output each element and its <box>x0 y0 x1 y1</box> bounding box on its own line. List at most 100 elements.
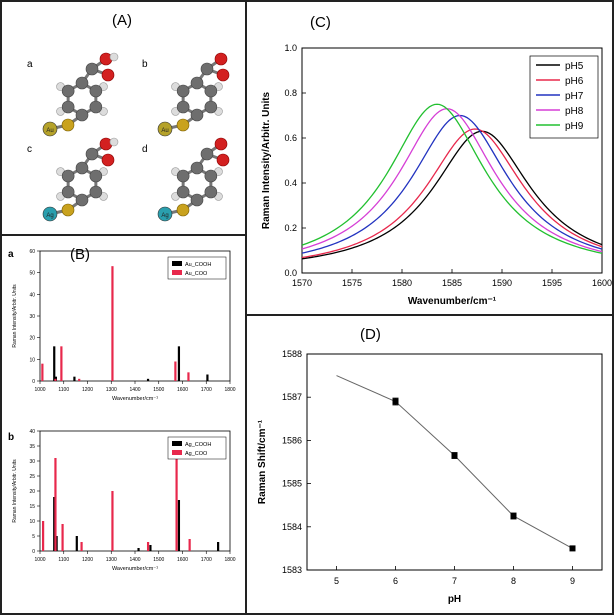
carbon-atom <box>85 62 99 76</box>
x-tick-label: 1100 <box>58 387 69 393</box>
data-point <box>392 398 399 405</box>
y-tick-label: 10 <box>29 519 35 525</box>
molecule-b: b Au <box>142 52 230 137</box>
x-tick-label: 8 <box>511 576 516 586</box>
trend-line <box>336 375 573 549</box>
x-tick-label: 1585 <box>442 278 462 288</box>
carbon-atom <box>89 100 103 114</box>
x-tick-label: 7 <box>452 576 457 586</box>
x-tick-label: 1400 <box>129 557 140 563</box>
x-tick-label: 1800 <box>224 387 235 393</box>
y-tick-label: 25 <box>29 474 35 480</box>
bar-chart-b: b 1000 1100 1200 1300 1400 1500 1600 1700 1800 0 5 1… <box>8 429 236 572</box>
raman-bar-charts: a 1000 1100 1200 1300 1400 1500 1600 1700 1800 0 10… <box>8 249 236 572</box>
panel-a: (A) a Au b Au c Ag d Ag <box>0 0 247 236</box>
x-tick-label: 1400 <box>129 387 140 393</box>
raman-spectra-chart: 1570 1575 1580 1585 1590 1595 1600 0.0 0.2 0.4 0.6… <box>261 43 612 307</box>
y-tick-label: 0.8 <box>284 88 297 98</box>
oxygen-atom <box>216 153 230 167</box>
x-tick-label: 1595 <box>542 278 562 288</box>
y-axis-label: Raman Shift/cm⁻¹ <box>257 419 268 504</box>
legend-entry: pH7 <box>565 91 584 102</box>
bar-Au_COOH <box>146 378 150 381</box>
metal-atom <box>42 121 58 137</box>
bar-Ag_COOH <box>75 536 78 551</box>
bar-Ag_COO <box>42 521 45 551</box>
metal-symbol: Ag <box>46 213 53 219</box>
panel-b: (B) a 1000 1100 1200 1300 1400 1500 1600 1700 180… <box>0 234 247 615</box>
x-tick-label: 1700 <box>201 557 212 563</box>
x-axis-label: Wavenumber/cm⁻¹ <box>112 566 158 572</box>
carbon-atom <box>89 84 103 98</box>
y-axis-label: Raman Intensity/Arbitr. Units <box>12 459 18 523</box>
x-tick-label: 1500 <box>153 557 164 563</box>
x-tick-label: 1700 <box>201 387 212 393</box>
legend-entry: Au_COOH <box>185 262 211 268</box>
bar-Ag_COO <box>146 542 150 551</box>
bar-Ag_COO <box>111 491 114 551</box>
bar-Ag_COOH <box>53 497 56 551</box>
data-point <box>569 545 576 552</box>
x-tick-label: 1200 <box>82 387 93 393</box>
molecule-label-b: b <box>142 59 148 70</box>
y-axis-label: Raman Intensity/Arbitr. Units <box>261 91 272 229</box>
x-tick-label: 1000 <box>34 387 45 393</box>
x-tick-label: 1580 <box>392 278 412 288</box>
molecule-c: c Ag <box>27 137 119 222</box>
x-axis-label: pH <box>448 594 461 605</box>
y-tick-label: 1588 <box>282 349 302 359</box>
carbon-atom <box>200 147 214 161</box>
spectrum-pH7 <box>301 114 603 254</box>
y-tick-label: 20 <box>29 336 35 342</box>
legend-box <box>167 436 227 460</box>
sulfur-atom <box>176 118 190 132</box>
legend-entry: pH6 <box>565 76 584 87</box>
oxygen-atom <box>101 68 115 82</box>
x-tick-label: 1575 <box>342 278 362 288</box>
bar-Au_COO <box>187 372 190 381</box>
legend-swatch <box>172 261 182 266</box>
carbon-atom <box>75 76 89 90</box>
metal-atom <box>157 121 173 137</box>
sulfur-atom <box>61 118 75 132</box>
y-tick-label: 15 <box>29 504 35 510</box>
chart-letter: b <box>8 432 14 443</box>
bar-Ag_COOH <box>149 545 152 551</box>
x-tick-label: 1600 <box>592 278 612 288</box>
y-tick-label: 0 <box>32 379 35 385</box>
bar-Ag_COO <box>80 542 83 551</box>
y-tick-label: 0.0 <box>284 268 297 278</box>
carbon-atom <box>190 193 204 207</box>
legend-entry: pH8 <box>565 106 584 117</box>
y-tick-label: 30 <box>29 314 35 320</box>
y-tick-label: 0.4 <box>284 178 297 188</box>
raman-shift-chart: 5 6 7 8 9 1583 1584 1585 1586 1587 1588 pH Raman Shi… <box>257 349 603 605</box>
molecule-label-a: a <box>27 59 33 70</box>
plot-frame <box>306 353 603 571</box>
metal-symbol: Au <box>46 128 53 134</box>
bar-Au_COOH <box>53 346 56 381</box>
carbon-atom <box>75 193 89 207</box>
bar-Ag_COOH <box>55 536 58 551</box>
y-tick-label: 5 <box>32 534 35 540</box>
carbon-atom <box>190 76 204 90</box>
legend-swatch <box>172 441 182 446</box>
y-axis-label: Raman Intensity/Arbitr. Units <box>12 284 18 348</box>
bar-Au_COO <box>54 378 57 381</box>
legend-box <box>167 256 227 280</box>
x-tick-label: 1300 <box>106 387 117 393</box>
bar-Au_COO <box>111 266 114 381</box>
legend-entry: pH5 <box>565 61 584 72</box>
x-tick-label: 1800 <box>224 557 235 563</box>
hydrogen-atom <box>109 52 119 62</box>
legend-entry: Au_COO <box>185 271 208 277</box>
spectrum-pH6 <box>301 128 603 259</box>
y-tick-label: 1584 <box>282 522 302 532</box>
y-tick-label: 1587 <box>282 392 302 402</box>
y-tick-label: 1586 <box>282 435 302 445</box>
metal-atom <box>157 206 173 222</box>
carbon-atom <box>176 185 190 199</box>
oxygen-atom <box>216 68 230 82</box>
oxygen-atom <box>101 153 115 167</box>
molecule-a: a Au <box>27 52 119 137</box>
